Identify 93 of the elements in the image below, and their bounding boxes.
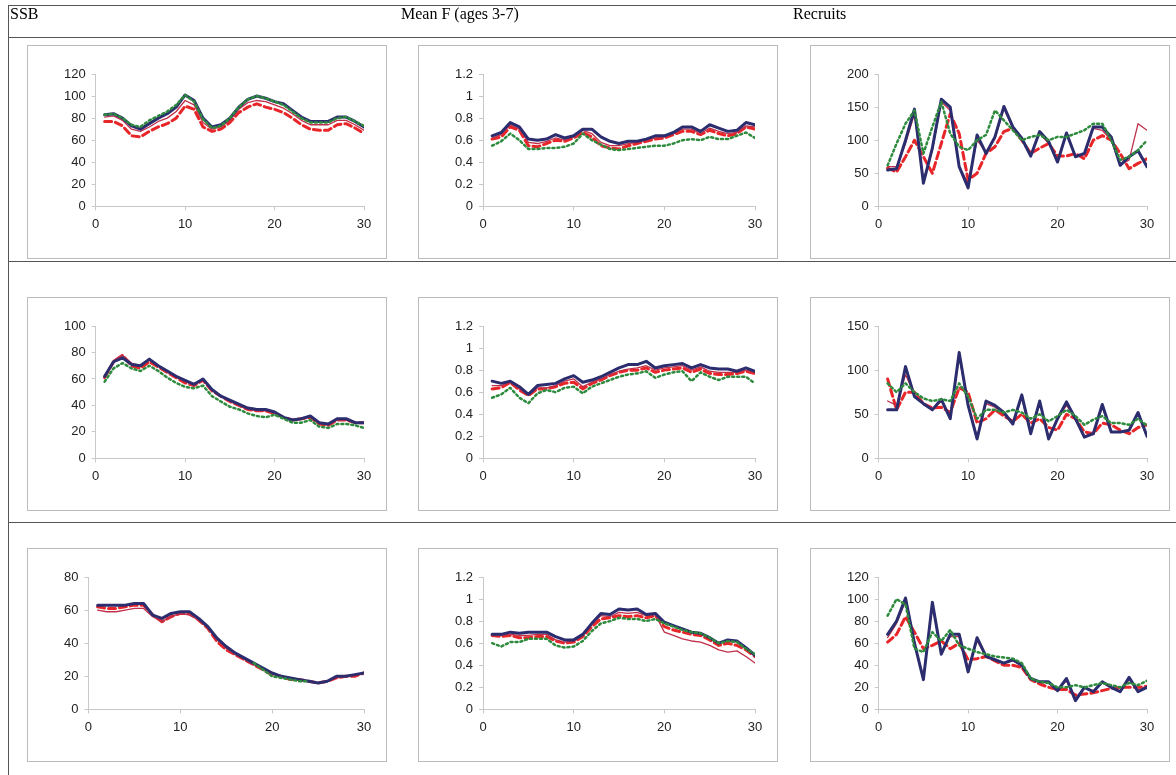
x-tick-label: 0 (875, 467, 883, 483)
y-tick-label: 0 (78, 197, 86, 213)
y-tick-label: 50 (854, 164, 869, 180)
y-tick-label: 150 (846, 98, 869, 114)
chart-title: Recruits (793, 5, 847, 23)
x-tick-label: 0 (875, 215, 883, 231)
x-tick-label: 0 (92, 215, 100, 231)
x-tick-label: 20 (264, 718, 280, 734)
y-tick-label: 0 (861, 700, 869, 716)
y-tick-label: 1 (465, 590, 474, 606)
x-tick-label: 20 (657, 467, 672, 483)
y-tick-label: 0 (71, 700, 79, 716)
x-tick-label: 30 (1139, 718, 1155, 734)
y-tick-label: 1.2 (454, 65, 474, 81)
x-tick-label: 10 (173, 718, 188, 734)
x-tick-label: 30 (1139, 215, 1155, 231)
x-tick-label: 10 (960, 467, 976, 483)
x-tick-label: 0 (479, 215, 487, 231)
x-tick-label: 10 (566, 467, 581, 483)
x-tick-label: 20 (1050, 467, 1065, 483)
y-tick-label: 0.6 (454, 383, 474, 399)
x-tick-label: 0 (92, 467, 100, 483)
y-tick-label: 60 (63, 601, 79, 617)
y-tick-label: 0 (861, 449, 869, 465)
y-tick-label: 0 (78, 449, 86, 465)
x-tick-label: 30 (747, 718, 763, 734)
x-tick-label: 10 (177, 467, 193, 483)
y-tick-label: 80 (854, 612, 869, 628)
x-tick-label: 20 (1050, 215, 1065, 231)
x-tick-label: 30 (1139, 467, 1155, 483)
y-tick-label: 40 (63, 634, 79, 650)
x-tick-label: 0 (479, 718, 487, 734)
y-tick-label: 0.8 (454, 109, 474, 125)
x-tick-label: 30 (747, 215, 763, 231)
y-tick-label: 80 (71, 344, 86, 360)
y-tick-label: 0.6 (454, 131, 474, 147)
y-tick-label: 20 (71, 175, 86, 191)
y-tick-label: 50 (854, 405, 869, 421)
chart-title: Mean F (ages 3-7) (401, 5, 519, 23)
y-tick-label: 60 (854, 634, 869, 650)
y-tick-label: 1.2 (454, 317, 474, 333)
y-tick-label: 20 (71, 423, 86, 439)
y-tick-label: 1.2 (454, 568, 474, 584)
x-tick-label: 30 (747, 467, 763, 483)
x-tick-label: 10 (960, 718, 976, 734)
x-tick-label: 20 (657, 215, 672, 231)
y-tick-label: 100 (63, 317, 86, 333)
y-tick-label: 100 (846, 361, 869, 377)
y-tick-label: 40 (71, 153, 86, 169)
y-tick-label: 80 (63, 568, 79, 584)
x-tick-label: 20 (267, 467, 282, 483)
y-tick-label: 40 (854, 656, 869, 672)
x-tick-label: 0 (875, 718, 883, 734)
y-tick-label: 20 (854, 678, 869, 694)
y-tick-label: 0.6 (454, 634, 474, 650)
y-tick-label: 200 (846, 65, 869, 81)
y-tick-label: 20 (63, 667, 79, 683)
y-tick-label: 0.2 (454, 678, 474, 694)
y-tick-label: 1 (465, 87, 474, 103)
y-tick-label: 60 (71, 131, 86, 147)
x-tick-label: 20 (267, 215, 282, 231)
x-tick-label: 30 (356, 215, 372, 231)
y-tick-label: 0.2 (454, 175, 474, 191)
y-tick-label: 0.4 (454, 656, 474, 672)
x-tick-label: 30 (356, 718, 372, 734)
x-tick-label: 10 (960, 215, 976, 231)
y-tick-label: 120 (846, 568, 869, 584)
y-tick-label: 120 (63, 65, 86, 81)
y-tick-label: 0.8 (454, 361, 474, 377)
y-tick-label: 0.2 (454, 427, 474, 443)
y-tick-label: 0 (465, 700, 474, 716)
y-tick-label: 0.4 (454, 405, 474, 421)
y-tick-label: 100 (846, 590, 869, 606)
y-tick-label: 0 (861, 197, 869, 213)
y-tick-label: 1 (465, 339, 474, 355)
y-tick-label: 0 (465, 197, 474, 213)
y-tick-label: 60 (71, 370, 86, 386)
y-tick-label: 0.8 (454, 612, 474, 628)
x-tick-label: 10 (566, 215, 581, 231)
x-tick-label: 20 (1050, 718, 1065, 734)
x-tick-label: 10 (566, 718, 581, 734)
y-tick-label: 150 (846, 317, 869, 333)
y-tick-label: 80 (71, 109, 86, 125)
x-tick-label: 20 (657, 718, 672, 734)
y-tick-label: 100 (63, 87, 86, 103)
x-tick-label: 30 (356, 467, 372, 483)
y-tick-label: 0.4 (454, 153, 474, 169)
x-tick-label: 10 (177, 215, 193, 231)
y-tick-label: 100 (846, 131, 869, 147)
chart-title: SSB (10, 5, 39, 23)
x-tick-label: 0 (479, 467, 487, 483)
y-tick-label: 40 (71, 397, 86, 413)
y-tick-label: 0 (465, 449, 474, 465)
